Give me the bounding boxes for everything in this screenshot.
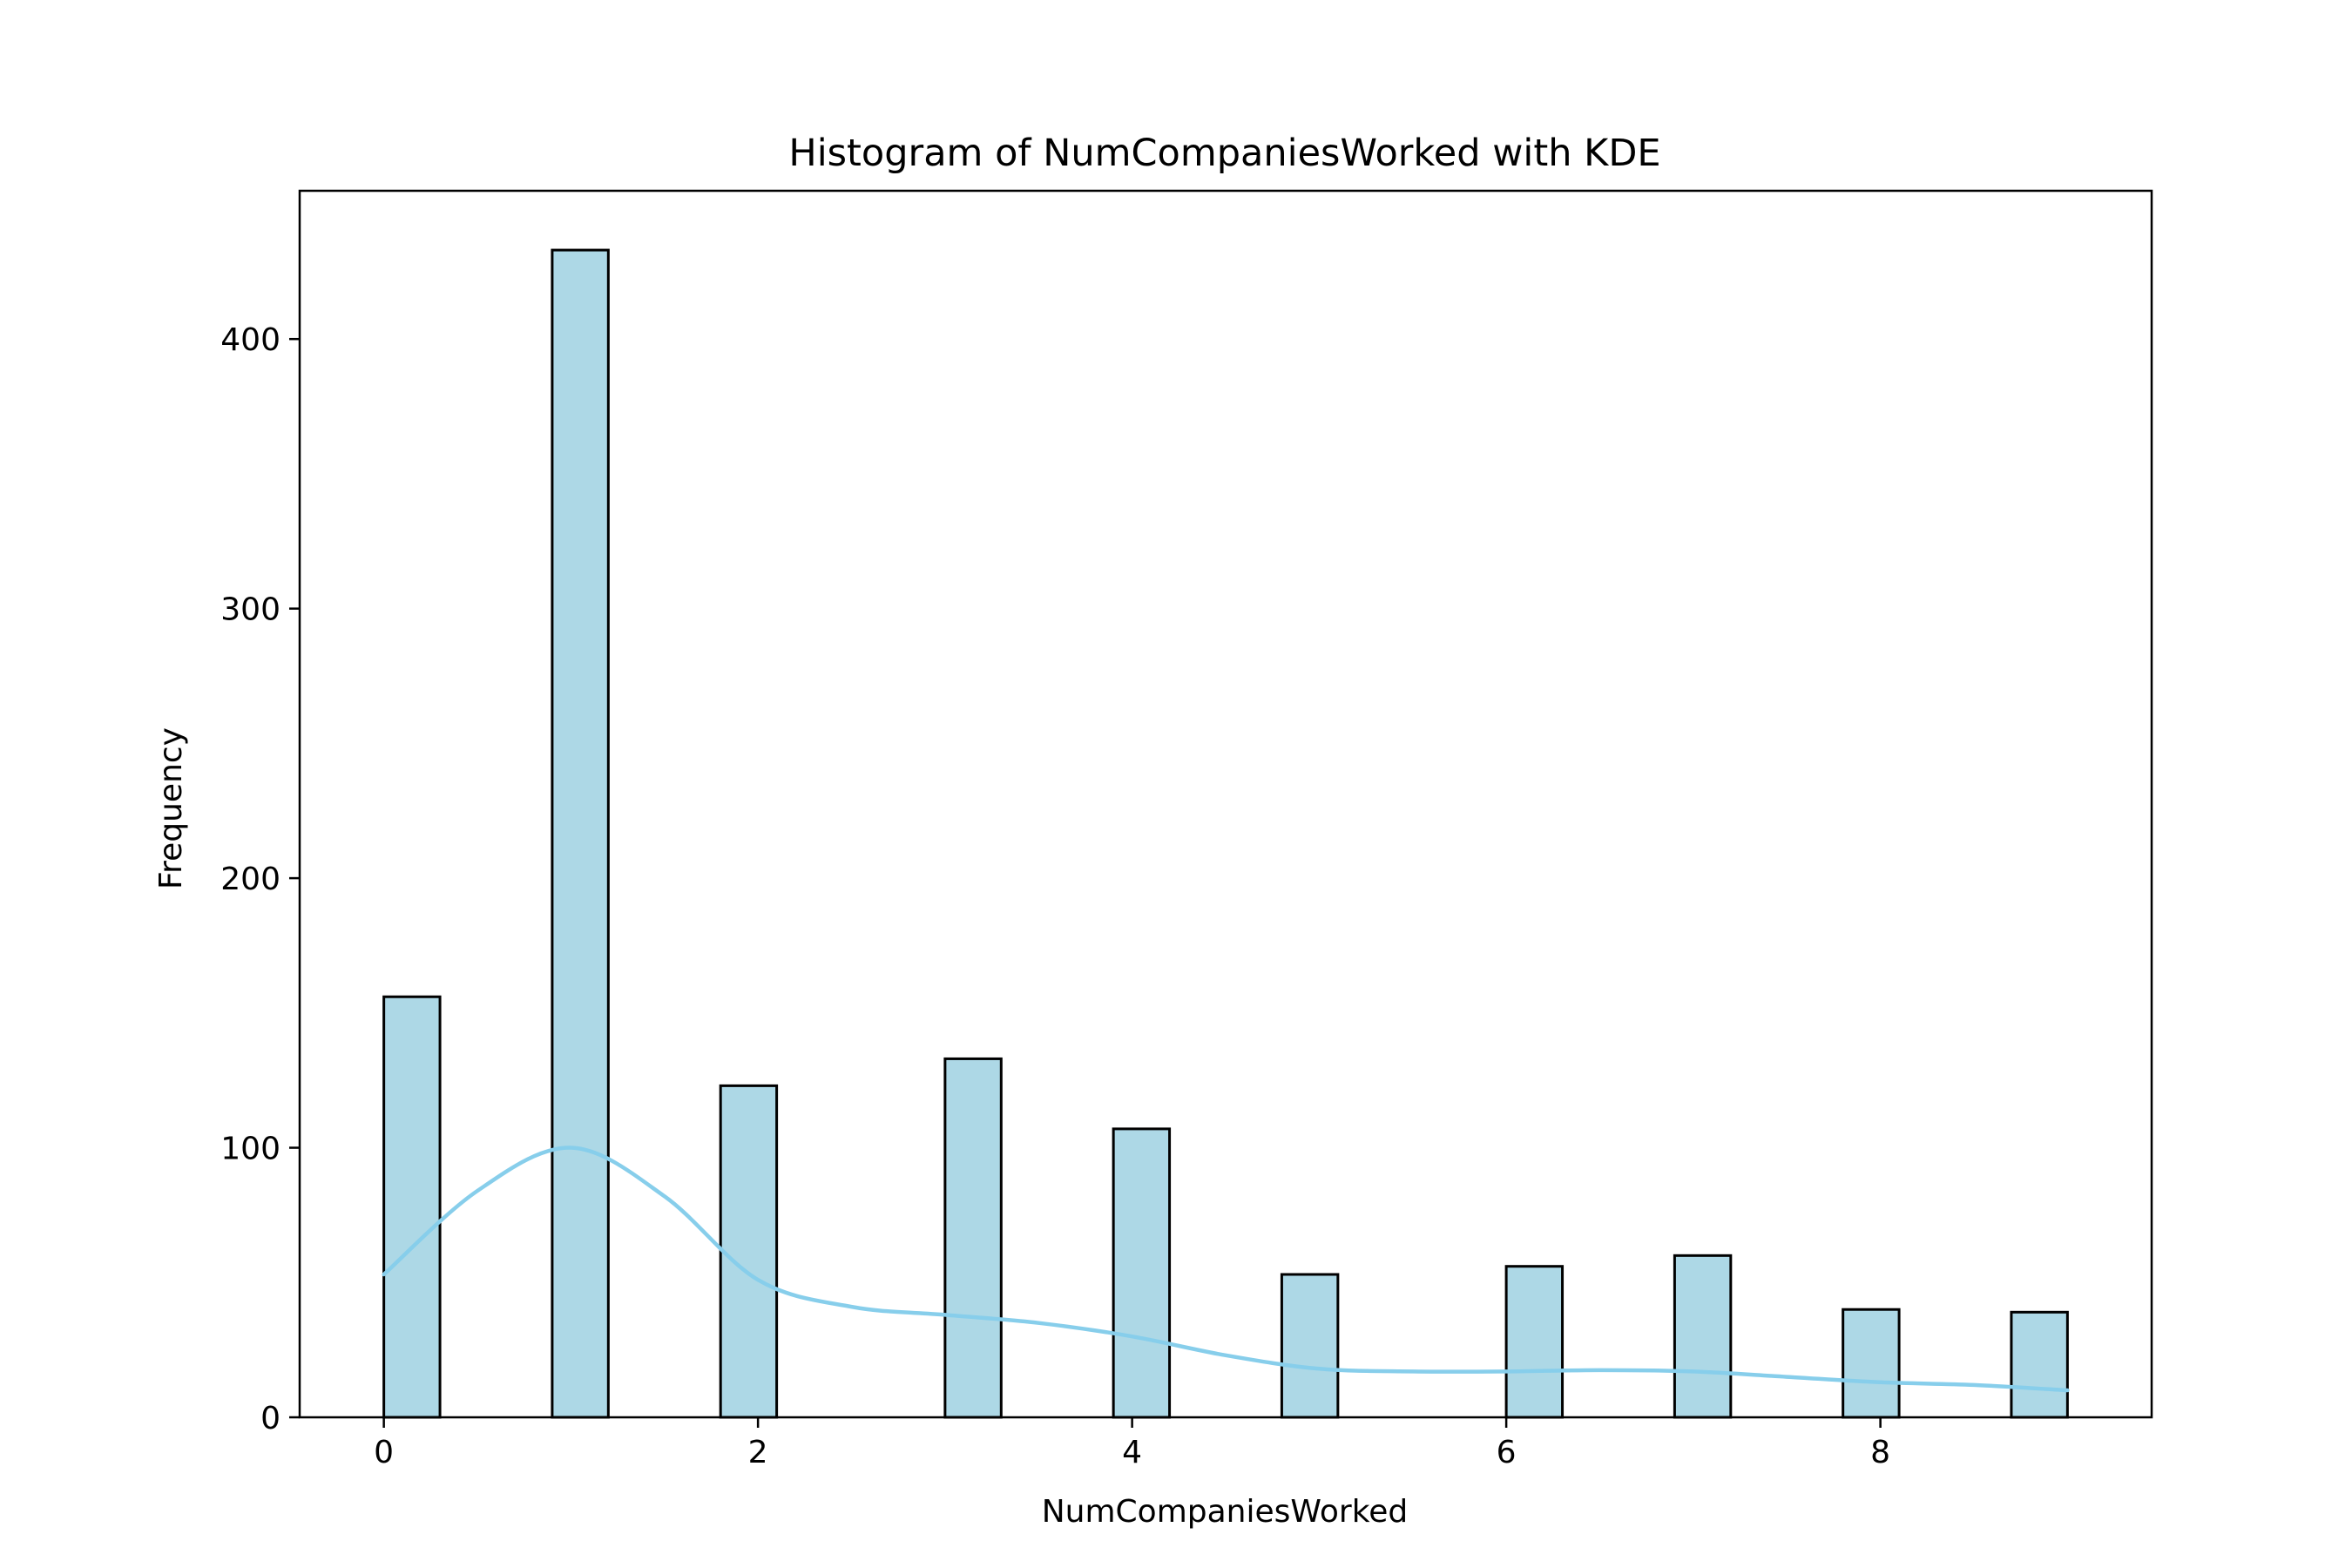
x-axis: 0 2 4 6 8 [374, 1417, 1890, 1470]
histogram-bar-3 [943, 1057, 1003, 1419]
x-tick-label: 4 [1122, 1435, 1142, 1470]
histogram-bar-2 [719, 1084, 779, 1419]
plot-frame [298, 189, 2153, 1419]
y-tick-label: 0 [260, 1401, 280, 1436]
y-tick-label: 100 [220, 1132, 280, 1167]
kde-curve [382, 1146, 2070, 1393]
histogram-bar-5 [1280, 1273, 1340, 1419]
histogram-bar-6 [1504, 1265, 1565, 1419]
histogram-bars [382, 248, 2069, 1419]
histogram-bar-7 [1673, 1254, 1733, 1419]
x-tick-label: 8 [1870, 1435, 1890, 1470]
y-axis: 0 100 200 300 400 [220, 322, 300, 1436]
histogram-bar-1 [551, 248, 610, 1419]
x-axis-label: NumCompaniesWorked [1042, 1494, 1409, 1530]
histogram-bar-9 [2010, 1310, 2069, 1419]
y-axis-label: Frequency [153, 727, 189, 889]
x-tick-label: 0 [374, 1435, 394, 1470]
histogram-bar-8 [1842, 1308, 1901, 1419]
y-tick-label: 200 [220, 862, 280, 897]
y-tick-label: 400 [220, 322, 280, 358]
chart-title: Histogram of NumCompaniesWorked with KDE [788, 132, 1660, 175]
histogram-bar-0 [382, 995, 442, 1419]
y-tick-label: 300 [220, 592, 280, 628]
histogram-bar-4 [1112, 1127, 1172, 1419]
x-tick-label: 2 [748, 1435, 768, 1470]
x-tick-label: 6 [1497, 1435, 1517, 1470]
